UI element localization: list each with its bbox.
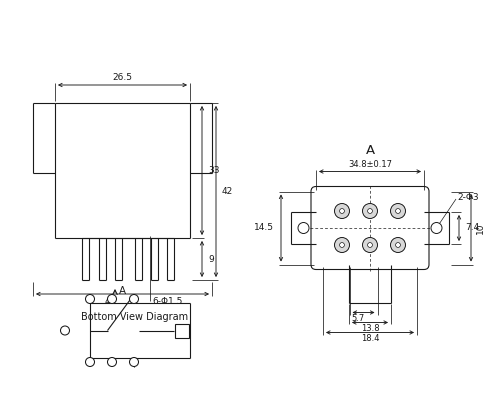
Circle shape xyxy=(60,326,70,335)
Text: A: A xyxy=(119,285,126,295)
Circle shape xyxy=(108,294,116,304)
Bar xyxy=(175,323,189,337)
Circle shape xyxy=(86,358,94,366)
Circle shape xyxy=(340,209,344,214)
Text: Bottom View Diagram: Bottom View Diagram xyxy=(82,312,188,322)
Text: 7.4: 7.4 xyxy=(465,223,479,233)
Circle shape xyxy=(396,242,400,247)
Circle shape xyxy=(362,204,378,218)
Circle shape xyxy=(396,209,400,214)
Circle shape xyxy=(86,294,94,304)
Text: 14.5: 14.5 xyxy=(254,223,274,233)
Circle shape xyxy=(340,242,344,247)
Text: 13.8: 13.8 xyxy=(360,324,380,333)
Text: 9: 9 xyxy=(208,254,214,263)
Circle shape xyxy=(130,294,138,304)
Circle shape xyxy=(298,223,309,233)
Text: 5.7: 5.7 xyxy=(352,314,364,323)
Text: 10: 10 xyxy=(476,222,485,234)
Circle shape xyxy=(390,237,406,252)
Text: 6-Φ1.5: 6-Φ1.5 xyxy=(152,297,182,306)
Circle shape xyxy=(362,237,378,252)
Text: 18.4: 18.4 xyxy=(361,334,380,343)
Text: A: A xyxy=(366,145,374,157)
Circle shape xyxy=(390,204,406,218)
Circle shape xyxy=(130,358,138,366)
Text: 33: 33 xyxy=(208,166,220,175)
FancyBboxPatch shape xyxy=(311,187,429,270)
Circle shape xyxy=(368,209,372,214)
Text: 34.8±0.17: 34.8±0.17 xyxy=(348,160,392,169)
Circle shape xyxy=(368,242,372,247)
Text: 26.5: 26.5 xyxy=(112,74,132,83)
Text: 42: 42 xyxy=(222,187,233,196)
Circle shape xyxy=(334,237,349,252)
Circle shape xyxy=(334,204,349,218)
Text: 43: 43 xyxy=(104,297,116,306)
Circle shape xyxy=(431,223,442,233)
Text: 2-Φ3: 2-Φ3 xyxy=(457,194,478,202)
Circle shape xyxy=(108,358,116,366)
